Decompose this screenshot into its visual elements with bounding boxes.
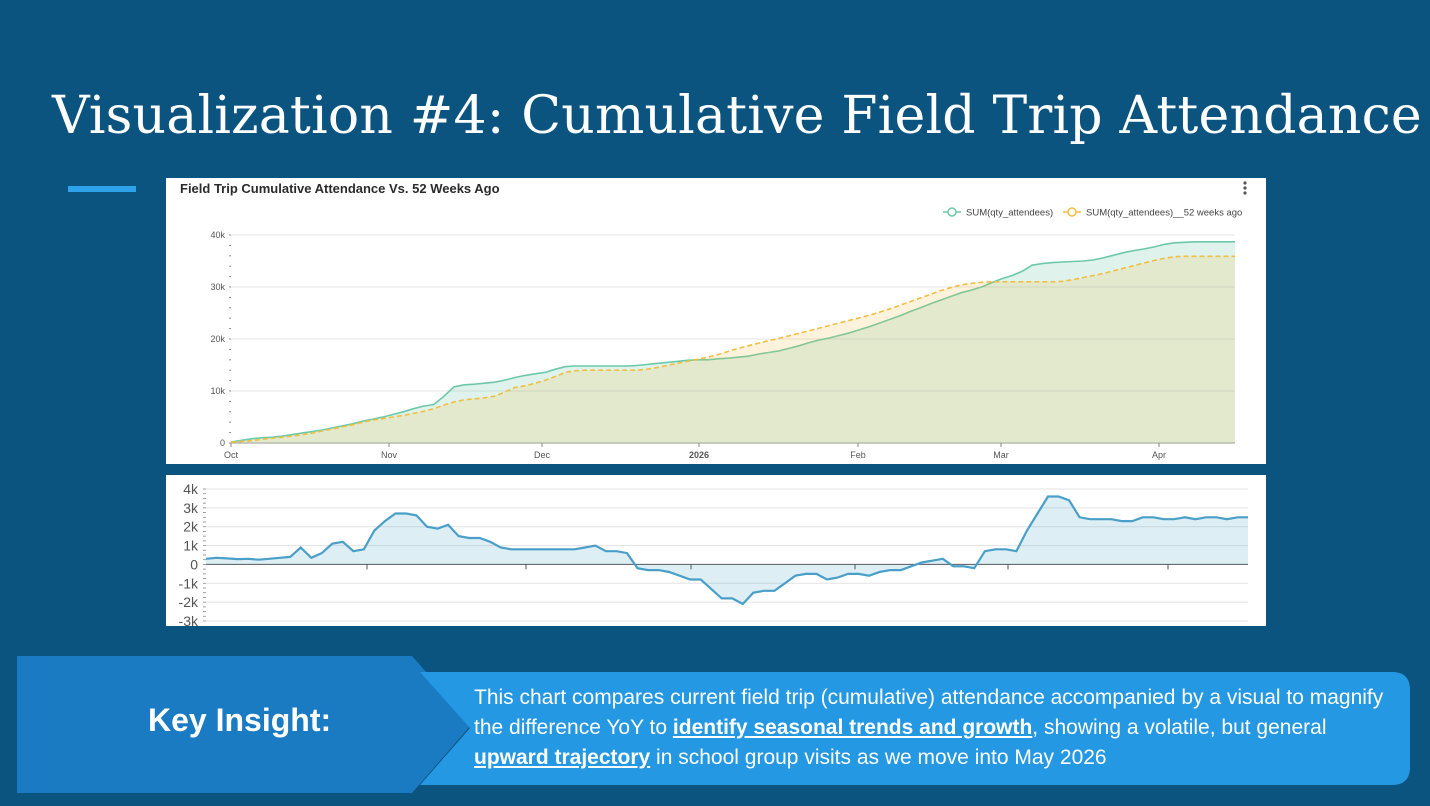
legend-label[interactable]: SUM(qty_attendees) (966, 208, 1053, 219)
cumulative-attendance-chart: Field Trip Cumulative Attendance Vs. 52 … (166, 178, 1266, 464)
x-tick-label: Oct (224, 450, 239, 460)
diff-y-tick-label: -2k (179, 594, 199, 610)
y-tick-label: 40k (210, 230, 225, 240)
diff-y-tick-label: 0 (190, 556, 198, 572)
chart-menu-icon[interactable] (1243, 181, 1247, 195)
diff-line (205, 495, 1248, 606)
diff-y-tick-label: 1k (183, 538, 199, 554)
diff-y-tick-label: -3k (179, 613, 199, 626)
legend-marker (947, 207, 957, 217)
series-area-0 (231, 241, 1235, 443)
chart-grid (231, 234, 1235, 444)
diff-y-tick-label: 2k (183, 519, 199, 535)
insight-text-box (420, 672, 1410, 785)
title-accent-bar (68, 186, 136, 192)
insight-text-part2: , showing a volatile, but general (1032, 716, 1327, 739)
key-insight-chevron (17, 656, 472, 793)
x-tick-label: Dec (534, 450, 551, 460)
y-tick-label: 20k (210, 334, 225, 344)
x-tick-label: Feb (850, 450, 866, 460)
x-tick-label: Apr (1152, 450, 1166, 460)
chart-legend: SUM(qty_attendees) SUM(qty_attendees)__52… (943, 207, 1242, 219)
chart-axes: 0 10k 20k 30k 40k Oct Nov Dec 2026 Feb Mar Apr (210, 230, 1166, 460)
series-line-1 (230, 255, 1235, 443)
diff-chart-axes: 4k 3k 2k 1k 0 -1k -2k -3k (179, 481, 1169, 626)
insight-emphasis-trajectory: upward trajectory (474, 746, 651, 769)
diff-y-tick-label: -1k (179, 575, 199, 591)
difference-chart-svg: 4k 3k 2k 1k 0 -1k -2k -3k (179, 481, 1248, 626)
chart-title: Field Trip Cumulative Attendance Vs. 52 … (180, 181, 500, 196)
chart-series (230, 241, 1235, 443)
diff-y-tick-label: 3k (183, 500, 199, 516)
series-area-1 (231, 256, 1235, 443)
insight-text: This chart compares current field trip (… (474, 683, 1384, 773)
x-tick-label: Mar (993, 450, 1009, 460)
series-line-0 (230, 241, 1235, 443)
y-tick-label: 0 (220, 438, 225, 448)
legend-label[interactable]: SUM(qty_attendees)__52 weeks ago (1086, 208, 1242, 219)
insight-text-part3: in school group visits as we move into M… (650, 746, 1107, 769)
diff-y-tick-label: 4k (183, 481, 199, 497)
slide-title: Visualization #4: Cumulative Field Trip … (52, 86, 1422, 146)
x-tick-label: 2026 (689, 450, 709, 460)
y-tick-label: 30k (210, 282, 225, 292)
legend-marker (1067, 207, 1077, 217)
y-tick-label: 10k (210, 386, 225, 396)
insight-text-part1: This chart compares current field trip (… (474, 686, 1384, 739)
diff-chart-series (205, 495, 1248, 606)
diff-area (206, 496, 1248, 604)
insight-emphasis-seasonal: identify seasonal trends and growth (672, 716, 1033, 739)
x-tick-label: Nov (381, 450, 398, 460)
key-insight-label: Key Insight: (148, 702, 332, 738)
yoy-difference-chart: 4k 3k 2k 1k 0 -1k -2k -3k (166, 475, 1266, 626)
cumulative-chart-svg: Field Trip Cumulative Attendance Vs. 52 … (180, 181, 1247, 460)
